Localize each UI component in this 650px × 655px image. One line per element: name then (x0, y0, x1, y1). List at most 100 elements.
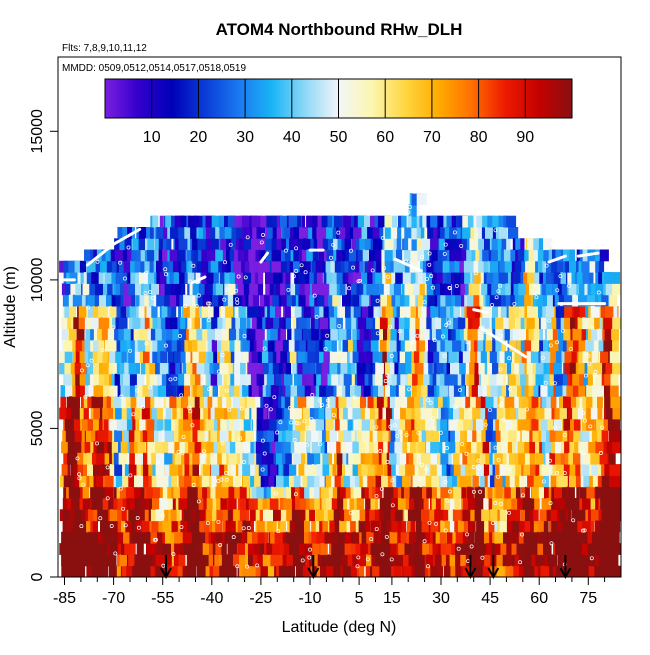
heatmap-cell (471, 283, 482, 296)
heatmap-cell (73, 317, 84, 330)
heatmap-cell (155, 554, 166, 567)
heatmap-cell (352, 441, 363, 454)
heatmap-cell (443, 260, 452, 273)
heatmap-cell (217, 373, 223, 386)
heatmap-cell (611, 520, 621, 533)
heatmap-cell (240, 362, 247, 375)
heatmap-cell (131, 543, 136, 555)
heatmap-cell (210, 452, 222, 465)
heatmap-cell (187, 272, 195, 284)
heatmap-cell (309, 486, 316, 499)
heatmap-cell (235, 475, 241, 488)
measurement-point (191, 263, 196, 268)
heatmap-cell (129, 373, 138, 386)
heatmap-cell (80, 272, 86, 284)
measurement-point (242, 334, 247, 338)
heatmap-cell (195, 272, 201, 284)
heatmap-cell (572, 328, 582, 341)
heatmap-cell (582, 520, 594, 533)
heatmap-cell (230, 464, 237, 476)
heatmap-cell (97, 430, 108, 442)
heatmap-cell (219, 430, 228, 442)
heatmap-cell (521, 260, 527, 273)
heatmap-cell (154, 430, 160, 442)
measurement-point (464, 451, 469, 456)
heatmap-cell (490, 373, 500, 386)
heatmap-cell (205, 339, 210, 352)
heatmap-cell (117, 498, 128, 510)
measurement-point (95, 441, 99, 446)
heatmap-cell (449, 227, 462, 239)
heatmap-cell (272, 418, 278, 431)
heatmap-cell (306, 249, 318, 262)
x-axis-tick-label: 45 (481, 590, 499, 607)
heatmap-cell (552, 249, 559, 262)
heatmap-cell (105, 272, 117, 284)
heatmap-cell (65, 385, 78, 397)
measurement-point (356, 555, 361, 560)
heatmap-cell (190, 373, 195, 386)
heatmap-cell (482, 249, 491, 262)
heatmap-cell (144, 317, 153, 330)
heatmap-cell (488, 306, 495, 318)
heatmap-cell (612, 283, 621, 296)
heatmap-cell (590, 407, 599, 420)
heatmap-cell (419, 317, 424, 330)
heatmap-cell (256, 520, 266, 533)
heatmap-cell (128, 283, 136, 296)
heatmap-cell (200, 373, 204, 386)
measurement-point (385, 460, 390, 465)
heatmap-cell (555, 385, 569, 397)
heatmap-cell (205, 565, 212, 577)
heatmap-cell (595, 554, 599, 567)
heatmap-cell (92, 351, 102, 363)
measurement-point (447, 320, 452, 325)
heatmap-cell (109, 317, 114, 330)
heatmap-cell (419, 475, 430, 488)
heatmap-cell (469, 238, 477, 251)
heatmap-cell (466, 486, 474, 499)
heatmap-cell (419, 283, 425, 296)
heatmap-cell (612, 407, 621, 420)
heatmap-cell (106, 260, 117, 273)
heatmap-cell (123, 260, 136, 273)
heatmap-cell (521, 486, 526, 499)
heatmap-cell (239, 373, 249, 386)
heatmap-cell (126, 565, 136, 577)
heatmap-cell (414, 407, 423, 420)
measurement-point (388, 424, 393, 429)
heatmap-cell (407, 283, 419, 296)
heatmap-cell (401, 396, 410, 409)
heatmap-cell (293, 249, 304, 262)
heatmap-cell (485, 430, 499, 442)
heatmap-cell (272, 362, 281, 375)
measurement-point (596, 290, 601, 295)
heatmap-cell (65, 520, 73, 533)
heatmap-cell (124, 238, 132, 251)
heatmap-cell (390, 227, 397, 239)
heatmap-cell (176, 509, 181, 522)
measurement-point (217, 369, 221, 374)
heatmap-cell (481, 317, 495, 330)
heatmap-cell (112, 317, 118, 330)
heatmap-cell (99, 565, 109, 577)
y-axis-tick-label: 0 (29, 572, 46, 581)
heatmap-cell (437, 215, 445, 228)
heatmap-cell (268, 351, 275, 363)
heatmap-cell (474, 362, 480, 375)
heatmap-cell (200, 407, 204, 420)
heatmap-cell (563, 464, 572, 476)
heatmap-cell (411, 385, 420, 397)
heatmap-cell (299, 554, 306, 567)
heatmap-cell (408, 554, 416, 567)
measurement-point (81, 482, 86, 487)
heatmap-cell (158, 396, 163, 409)
heatmap-cell (171, 475, 180, 488)
measurement-point (555, 340, 560, 345)
heatmap-cell (134, 498, 142, 510)
heatmap-cell (151, 520, 164, 533)
heatmap-cell (224, 227, 236, 239)
heatmap-cell (477, 328, 488, 341)
heatmap-cell (237, 543, 249, 555)
measurement-point (77, 472, 82, 477)
